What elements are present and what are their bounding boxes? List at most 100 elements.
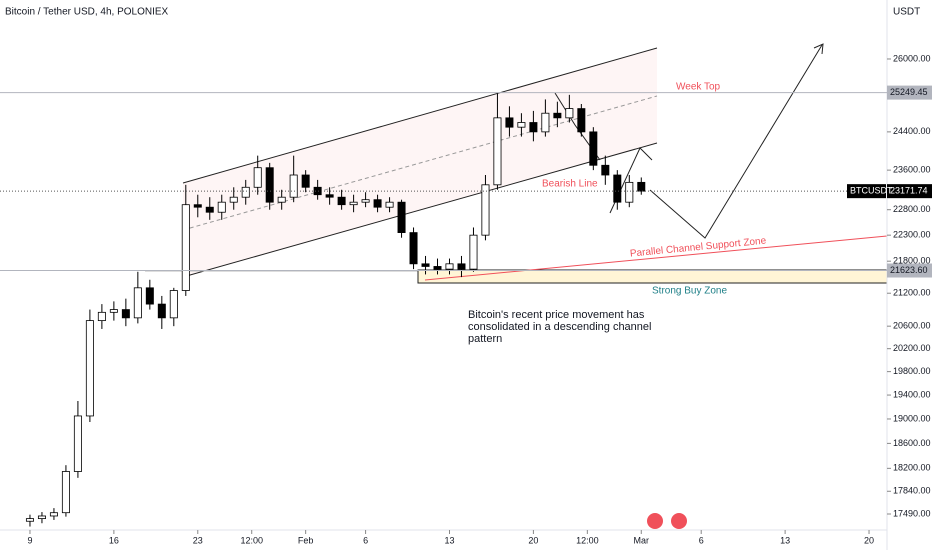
candle-body — [529, 122, 538, 133]
candle-body — [361, 199, 370, 203]
candle-body — [181, 204, 190, 291]
x-tick-label: 20 — [528, 535, 538, 545]
candle-body — [481, 184, 490, 236]
channel-bottom — [182, 142, 658, 278]
comment: Bitcoin's recent price movement has — [468, 309, 645, 321]
candle-body — [613, 174, 622, 203]
support-zone-label: Parallel Channel Support Zone — [629, 236, 767, 260]
comment: pattern — [468, 333, 502, 345]
candle-body — [373, 199, 382, 208]
candle-body — [49, 512, 58, 517]
y-tick-label: 21200.00 — [893, 288, 931, 298]
y-tick-label: 18200.00 — [893, 463, 931, 473]
candle-body — [577, 108, 586, 133]
candle-body — [253, 167, 262, 188]
x-tick-label: 20 — [864, 535, 874, 545]
price-tag-label: 21623.60 — [890, 265, 928, 275]
candle-body — [385, 201, 394, 208]
y-tick-label: 18600.00 — [893, 438, 931, 448]
price-tag — [887, 85, 932, 100]
candle-body — [37, 515, 46, 520]
symbol-tag-label: BTCUSDT — [850, 186, 893, 196]
event-icon[interactable] — [671, 513, 687, 529]
channel-mid — [182, 95, 658, 231]
candle-body — [193, 204, 202, 208]
x-tick-label: 12:00 — [240, 535, 263, 545]
buy-zone-label: Strong Buy Zone — [652, 286, 727, 297]
price-tag-label: 25249.45 — [890, 87, 928, 97]
candle-body — [325, 194, 334, 198]
candle-body — [229, 196, 238, 203]
candle-body — [349, 201, 358, 206]
candle-body — [85, 320, 94, 417]
support-zone-line — [424, 235, 888, 281]
channel-top — [182, 47, 658, 184]
candle-body — [61, 471, 70, 514]
y-tick-label: 23600.00 — [893, 165, 931, 175]
y-tick-label: 22300.00 — [893, 230, 931, 240]
candle-body — [601, 164, 610, 176]
candle-body — [265, 167, 274, 203]
candle-body — [121, 309, 130, 319]
candle-body — [25, 518, 34, 522]
candle-body — [505, 117, 514, 128]
y-tick-label: 24400.00 — [893, 126, 931, 136]
y-tick-label: 19800.00 — [893, 366, 931, 376]
candle-body — [337, 196, 346, 206]
y-tick-label: 22800.00 — [893, 204, 931, 214]
candle-body — [445, 263, 454, 270]
candle-body — [157, 303, 166, 319]
comment: consolidated in a descending channel — [468, 321, 651, 333]
price-tag — [887, 184, 932, 199]
x-tick-label: 16 — [109, 535, 119, 545]
candle-body — [493, 117, 502, 186]
x-tick-label: 13 — [780, 535, 790, 545]
bearish-line-label: Bearish Line — [542, 179, 598, 190]
candle-body — [409, 232, 418, 265]
candle-body — [169, 290, 178, 319]
x-tick-label: Feb — [298, 535, 314, 545]
candle-body — [133, 287, 142, 319]
candle-body — [553, 112, 562, 119]
forecast-arrow — [813, 43, 824, 55]
candle-body — [397, 201, 406, 233]
candle-body — [469, 234, 478, 270]
candle-body — [97, 311, 106, 322]
candle-body — [457, 263, 466, 270]
candle-body — [517, 122, 526, 128]
currency-label: USDT — [893, 7, 920, 18]
x-tick-label: 12:00 — [576, 535, 599, 545]
y-tick-label: 20600.00 — [893, 321, 931, 331]
candle-body — [217, 201, 226, 213]
y-tick-label: 17840.00 — [893, 486, 931, 496]
x-tick-label: 13 — [444, 535, 454, 545]
candle-body — [205, 206, 214, 213]
candle-body — [73, 415, 82, 472]
forecast-path — [649, 44, 823, 239]
candle-body — [589, 131, 598, 166]
candle-body — [145, 287, 154, 305]
candle-body — [277, 196, 286, 203]
x-tick-label: 23 — [193, 535, 203, 545]
candle-body — [541, 112, 550, 133]
y-tick-label: 20200.00 — [893, 343, 931, 353]
x-tick-label: 6 — [363, 535, 368, 545]
candle-body — [289, 174, 298, 198]
candle-body — [241, 186, 250, 198]
y-tick-label: 17490.00 — [893, 508, 931, 518]
candles — [25, 92, 646, 527]
candle-body — [565, 108, 574, 119]
x-tick-label: 9 — [27, 535, 32, 545]
candle-body — [637, 181, 646, 192]
y-tick-label: 26000.00 — [893, 53, 931, 63]
candle-body — [421, 263, 430, 267]
event-icon[interactable] — [647, 513, 663, 529]
price-tag — [887, 263, 932, 278]
y-tick-label: 19400.00 — [893, 389, 931, 399]
candle-body — [109, 309, 118, 313]
candle-body — [625, 181, 634, 203]
buy-zone — [417, 269, 888, 284]
x-tick-label: 6 — [699, 535, 704, 545]
y-tick-label: 19000.00 — [893, 413, 931, 423]
price-tag-label: 23171.74 — [890, 186, 928, 196]
